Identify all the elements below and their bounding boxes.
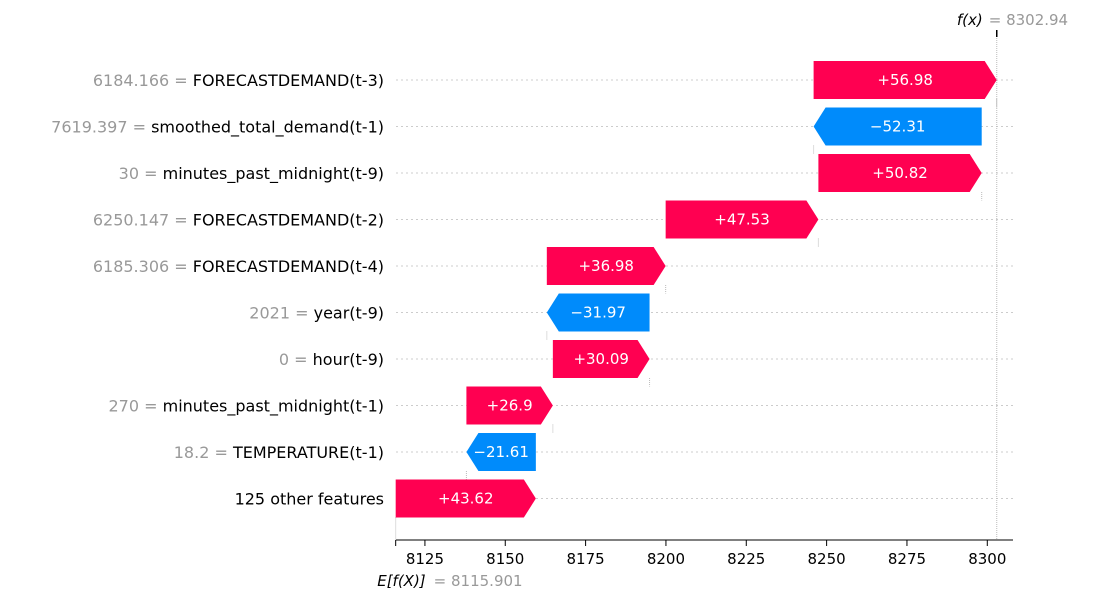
feature-name: FORECASTDEMAND(t-3) [193,71,384,90]
contribution-bar [818,154,982,192]
feature-label: 6185.306 = FORECASTDEMAND(t-4) [93,257,384,276]
base-value: = 8115.901 [434,572,523,590]
x-tick-label: 8125 [406,550,444,568]
bar-value-label: +50.82 [872,164,928,182]
output-value: = 8302.94 [989,11,1068,29]
contribution-bar [813,107,982,146]
x-tick-label: 8275 [888,550,926,568]
feature-label: 0 = hour(t-9) [279,350,384,369]
contribution-bar [552,340,650,378]
feature-value: 18.2 = [174,443,233,462]
feature-value: 2021 = [249,304,313,323]
feature-labels: 6184.166 = FORECASTDEMAND(t-3) 7619.397 =… [51,71,384,509]
x-tick-label: 8150 [486,550,524,568]
x-tick-label: 8225 [727,550,765,568]
value-annotations: f(x) = 8302.94 E[f(X)] = 8115.901 [377,11,1068,590]
contribution-bar [466,386,553,425]
feature-name: year(t-9) [314,304,384,323]
bar-value-label: +26.9 [487,397,533,415]
feature-name: FORECASTDEMAND(t-4) [193,257,384,276]
bar-value-label: +30.09 [573,350,629,368]
feature-value: 6184.166 = [93,71,193,90]
x-axis: 8125 8150 8175 8200 8225 8250 8275 8300 [395,30,1013,568]
feature-name: TEMPERATURE(t-1) [232,443,384,462]
feature-label: 6184.166 = FORECASTDEMAND(t-3) [93,71,384,90]
contribution-bars: +56.98 −52.31 +50.82 +47.53 +36.98 −31.97 +30.… [395,61,997,518]
contribution-bar [546,247,666,285]
x-tick-label: 8250 [808,550,846,568]
feature-value: 0 = [279,350,313,369]
contribution-bar [813,61,997,99]
feature-name: hour(t-9) [313,350,384,369]
output-label: f(x) [957,11,983,29]
contribution-bar [546,293,650,332]
bar-value-label: +43.62 [438,490,494,508]
feature-value: 270 = [108,397,162,416]
feature-value: 30 = [119,164,163,183]
bar-value-label: +47.53 [714,211,770,229]
feature-label: 7619.397 = smoothed_total_demand(t-1) [51,118,384,138]
feature-value: 7619.397 = [51,118,151,137]
contribution-bar [395,479,536,518]
feature-name: 125 other features [235,490,384,509]
feature-name: minutes_past_midnight(t-1) [163,397,384,417]
feature-label: 30 = minutes_past_midnight(t-9) [119,164,384,184]
feature-name: smoothed_total_demand(t-1) [151,118,384,138]
feature-value: 6185.306 = [93,257,193,276]
feature-label: 2021 = year(t-9) [249,304,384,323]
connector-lines [395,36,998,540]
contribution-bar [466,433,536,471]
bar-value-label: +56.98 [877,71,933,89]
bar-value-label: −52.31 [870,118,926,136]
feature-label: 125 other features [235,490,384,509]
feature-value: 6250.147 = [93,211,193,230]
x-tick-label: 8175 [567,550,605,568]
x-tick-label: 8300 [968,550,1006,568]
feature-label: 6250.147 = FORECASTDEMAND(t-2) [93,211,384,230]
contribution-bar [665,200,819,239]
bar-value-label: −21.61 [473,443,529,461]
feature-label: 270 = minutes_past_midnight(t-1) [108,397,384,417]
feature-name: minutes_past_midnight(t-9) [163,164,384,184]
x-tick-label: 8200 [647,550,685,568]
base-label: E[f(X)] [377,572,426,590]
bar-value-label: −31.97 [570,304,626,322]
feature-name: FORECASTDEMAND(t-2) [193,211,384,230]
feature-label: 18.2 = TEMPERATURE(t-1) [174,443,384,462]
bar-value-label: +36.98 [578,257,634,275]
